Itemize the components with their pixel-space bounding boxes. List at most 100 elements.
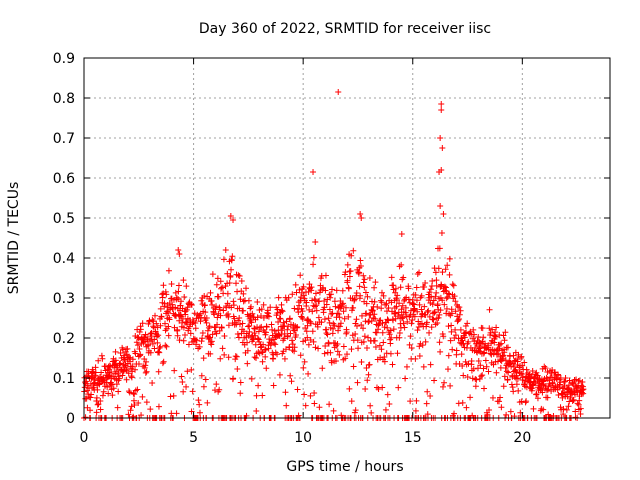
data-point bbox=[432, 293, 439, 300]
data-point bbox=[533, 390, 540, 397]
data-point bbox=[539, 389, 546, 396]
data-point bbox=[202, 309, 209, 316]
data-point bbox=[572, 408, 579, 415]
data-point bbox=[493, 369, 500, 376]
data-point bbox=[84, 382, 91, 389]
data-point bbox=[467, 394, 474, 401]
data-point bbox=[387, 350, 394, 357]
data-point bbox=[236, 321, 243, 328]
data-point bbox=[276, 371, 283, 378]
data-point bbox=[289, 341, 296, 348]
data-point bbox=[515, 387, 522, 394]
data-point bbox=[336, 351, 343, 358]
data-point bbox=[418, 292, 425, 299]
data-point bbox=[509, 360, 516, 367]
data-point bbox=[484, 411, 491, 418]
data-point bbox=[335, 89, 342, 95]
data-point bbox=[145, 341, 152, 348]
data-point bbox=[386, 331, 393, 338]
data-point bbox=[300, 364, 307, 371]
data-point bbox=[425, 307, 432, 314]
data-point bbox=[300, 292, 307, 299]
data-point bbox=[445, 323, 452, 330]
data-point bbox=[235, 317, 242, 324]
data-point bbox=[482, 357, 489, 364]
data-point bbox=[130, 397, 137, 404]
data-point bbox=[237, 379, 244, 386]
data-point bbox=[282, 389, 289, 396]
data-point bbox=[297, 352, 304, 359]
data-point bbox=[246, 322, 253, 329]
x-tick-label: 10 bbox=[294, 430, 312, 446]
data-point bbox=[411, 305, 418, 312]
data-point bbox=[132, 350, 139, 357]
data-point bbox=[347, 267, 354, 274]
data-point bbox=[187, 330, 194, 337]
data-point bbox=[388, 299, 395, 306]
data-point bbox=[436, 311, 443, 318]
data-point bbox=[196, 401, 203, 408]
data-point bbox=[452, 298, 459, 305]
data-point bbox=[138, 412, 145, 419]
data-point bbox=[284, 326, 291, 333]
data-point bbox=[361, 276, 368, 283]
data-point bbox=[155, 403, 162, 410]
data-point bbox=[248, 303, 255, 310]
data-point bbox=[431, 308, 438, 315]
data-point bbox=[93, 409, 100, 416]
data-point bbox=[262, 353, 269, 360]
data-point bbox=[389, 361, 396, 368]
data-point bbox=[126, 389, 133, 396]
data-point bbox=[271, 340, 278, 347]
data-point bbox=[452, 332, 459, 339]
data-point bbox=[137, 326, 144, 333]
data-point bbox=[367, 402, 374, 409]
data-point bbox=[443, 295, 450, 302]
data-point bbox=[354, 379, 361, 386]
data-point bbox=[544, 386, 551, 393]
data-point bbox=[240, 307, 247, 314]
data-point bbox=[171, 367, 178, 374]
data-point bbox=[390, 317, 397, 324]
data-point bbox=[523, 366, 530, 373]
data-point bbox=[544, 394, 551, 401]
data-point bbox=[438, 101, 445, 107]
data-point bbox=[226, 280, 233, 287]
data-point bbox=[142, 369, 149, 376]
data-point bbox=[105, 390, 112, 397]
data-point bbox=[562, 374, 569, 381]
data-point bbox=[325, 340, 332, 347]
data-point bbox=[128, 374, 135, 381]
data-point bbox=[142, 362, 149, 369]
data-point bbox=[230, 217, 237, 223]
data-point bbox=[174, 332, 181, 339]
data-point bbox=[237, 390, 244, 397]
data-point bbox=[455, 317, 462, 324]
data-point bbox=[358, 312, 365, 319]
data-point bbox=[87, 394, 94, 401]
data-point bbox=[409, 316, 416, 323]
data-point bbox=[299, 308, 306, 315]
data-point bbox=[110, 385, 117, 392]
data-point bbox=[391, 310, 398, 317]
data-point bbox=[233, 353, 240, 360]
data-point bbox=[486, 406, 493, 413]
data-point bbox=[135, 334, 142, 341]
data-point bbox=[534, 372, 541, 379]
data-point bbox=[155, 368, 162, 375]
data-point bbox=[125, 411, 132, 418]
data-point bbox=[483, 363, 490, 370]
data-point bbox=[153, 320, 160, 327]
data-point bbox=[319, 365, 326, 372]
data-point bbox=[209, 271, 216, 278]
data-point bbox=[325, 339, 332, 346]
data-point bbox=[563, 406, 570, 413]
y-tick-label: 0.4 bbox=[53, 251, 75, 267]
data-point bbox=[412, 407, 419, 414]
data-point bbox=[137, 351, 144, 358]
data-point bbox=[271, 327, 278, 334]
data-point bbox=[165, 323, 172, 330]
data-point bbox=[394, 350, 401, 357]
